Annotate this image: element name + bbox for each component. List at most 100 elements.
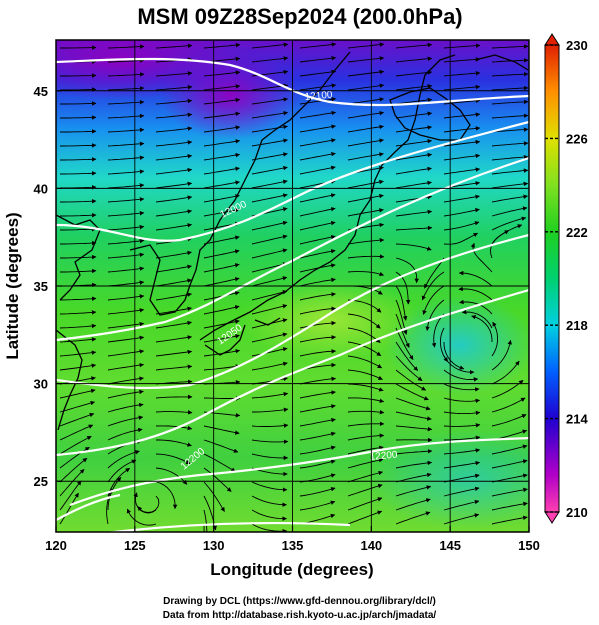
streamline (491, 58, 529, 63)
x-tick-label: 120 (45, 538, 67, 553)
streamline (395, 411, 432, 421)
streamline (395, 180, 432, 189)
streamline (251, 165, 288, 175)
streamline (251, 234, 288, 245)
streamline (422, 285, 445, 315)
streamline (107, 183, 145, 189)
streamline (395, 355, 423, 382)
streamline (251, 423, 289, 428)
streamline (347, 313, 381, 329)
streamline (299, 335, 337, 343)
streamline (491, 487, 528, 497)
streamline (395, 56, 433, 63)
streamline (251, 453, 289, 461)
streamline (251, 138, 288, 147)
streamline (395, 152, 433, 161)
colorbar-tick-label: 218 (566, 318, 588, 333)
colorbar-scale (544, 44, 560, 513)
streamline (251, 110, 289, 119)
streamline (491, 85, 529, 91)
streamline (421, 271, 445, 301)
streamline (252, 407, 289, 413)
streamline (299, 277, 336, 287)
streamline (203, 194, 240, 203)
streamline (251, 97, 289, 105)
streamline (107, 113, 145, 119)
streamline (107, 362, 145, 371)
x-axis-ticks: 120 125 130 135 140 145 150 (45, 526, 540, 553)
streamline (395, 511, 431, 525)
streamline (299, 306, 336, 315)
streamline (443, 383, 480, 392)
streamline (299, 220, 336, 231)
height-contours (56, 57, 529, 532)
streamline (59, 446, 90, 469)
streamline (251, 276, 288, 287)
contour-label: 12200 (369, 450, 398, 463)
streamline (155, 481, 178, 510)
streamline (395, 498, 431, 511)
x-tick-label: 125 (124, 538, 146, 553)
colorbar-tick-label: 226 (566, 131, 588, 146)
streamline (107, 99, 145, 105)
streamline (203, 425, 240, 435)
streamline (203, 180, 240, 189)
streamline (203, 481, 225, 512)
streamline (203, 263, 240, 273)
streamline (347, 445, 384, 455)
streamline (203, 125, 241, 133)
streamline (458, 270, 493, 287)
streamline (155, 453, 191, 465)
streamline (443, 355, 475, 375)
x-tick-label: 150 (518, 538, 540, 553)
y-tick-label: 35 (34, 279, 48, 294)
streamline (203, 523, 205, 532)
streamline (347, 433, 385, 441)
streamline (155, 223, 193, 231)
streamline (59, 435, 92, 455)
streamline (347, 110, 385, 119)
streamline (155, 425, 193, 431)
streamline (155, 71, 193, 77)
credit-dcl: Drawing by DCL (https://www.gfd-dennou.o… (163, 596, 436, 607)
cyan-anticyclone (385, 295, 529, 395)
streamline (251, 42, 289, 49)
streamline (203, 152, 241, 161)
streamline (203, 439, 239, 453)
streamline (347, 421, 385, 427)
streamline (107, 86, 145, 91)
streamline (107, 459, 137, 483)
streamline (395, 425, 433, 432)
streamline (395, 209, 433, 217)
streamline (395, 225, 433, 231)
streamline (395, 341, 419, 371)
streamline (299, 42, 337, 49)
streamline (251, 193, 288, 203)
streamline (203, 453, 236, 472)
streamline (60, 115, 97, 120)
streamline (491, 444, 528, 455)
y-axis-label: Latitude (degrees) (3, 212, 22, 359)
streamline (107, 376, 144, 385)
streamline (395, 285, 408, 321)
streamline (155, 335, 193, 343)
streamline (395, 97, 433, 105)
streamline (458, 286, 493, 301)
streamline (155, 43, 193, 49)
streamline (60, 198, 97, 204)
colorbar-tick-label: 214 (566, 412, 588, 427)
plot-area: 12100 12000 12050 12200 12200 (56, 40, 529, 532)
streamline (203, 509, 208, 532)
streamline (203, 97, 241, 105)
streamline (299, 193, 336, 203)
streamline (59, 310, 97, 315)
streamline (491, 360, 520, 385)
streamline (347, 271, 385, 277)
streamline (203, 207, 240, 217)
streamline (347, 179, 384, 189)
streamline (395, 243, 432, 251)
streamline (395, 397, 431, 411)
streamline (203, 70, 241, 77)
streamline (491, 206, 528, 217)
colorbar-tick-label: 230 (566, 38, 588, 53)
